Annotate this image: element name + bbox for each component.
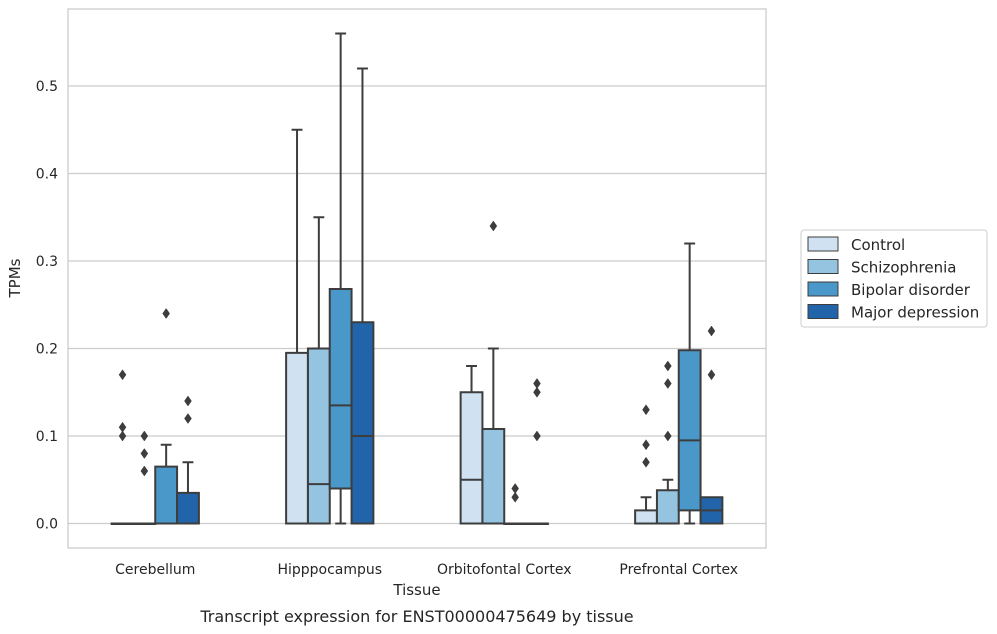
outlier-point	[140, 465, 149, 477]
legend: Control Schizophrenia Bipolar disorder Majo…	[800, 229, 988, 328]
legend-swatch	[807, 236, 839, 252]
y-axis-label: TPMs	[6, 258, 24, 298]
y-tick-label: 0.3	[36, 254, 58, 270]
x-axis-ticks: Cerebellum Hipppocampus Orbitofontal Corte…	[115, 562, 738, 578]
box	[154, 465, 179, 525]
box	[481, 428, 506, 525]
outlier-point	[118, 369, 127, 381]
x-tick-label: Hipppocampus	[277, 562, 382, 578]
box-group	[525, 378, 549, 525]
outlier-point	[533, 386, 541, 398]
outlier-point	[642, 439, 650, 451]
box	[459, 391, 484, 525]
box	[176, 491, 200, 525]
outlier-point	[664, 360, 672, 372]
outlier-point	[707, 325, 716, 337]
legend-swatch	[807, 259, 839, 274]
outlier-point	[664, 378, 672, 389]
outlier-point	[118, 421, 127, 433]
box-group	[328, 32, 353, 525]
outlier-point	[184, 413, 192, 424]
legend-label: Major depression	[851, 304, 979, 322]
box-group	[459, 365, 484, 525]
box-group	[350, 67, 375, 525]
outlier-point	[533, 378, 541, 389]
y-tick-label: 0.0	[36, 517, 58, 533]
box-group	[655, 360, 680, 525]
box	[350, 321, 375, 525]
plot-area-frame	[67, 8, 767, 549]
box-group	[306, 216, 331, 525]
box-group	[503, 483, 528, 525]
outlier-point	[162, 308, 170, 319]
outlier-point	[118, 430, 127, 442]
y-tick-label: 0.5	[36, 79, 58, 95]
legend-label: Control	[851, 236, 905, 254]
outlier-point	[489, 220, 498, 232]
legend-swatch	[807, 281, 839, 297]
box-group	[481, 220, 506, 525]
outlier-point	[511, 491, 519, 503]
legend-label: Bipolar disorder	[851, 281, 971, 299]
x-tick-label: Cerebellum	[115, 562, 195, 578]
box-group	[677, 242, 702, 525]
box	[306, 347, 331, 525]
box-group	[634, 404, 658, 525]
box-series	[110, 32, 724, 525]
box	[634, 509, 658, 525]
x-tick-label: Orbitofontal Cortex	[437, 562, 572, 578]
outlier-point	[140, 430, 149, 442]
y-tick-label: 0.2	[36, 342, 58, 358]
grid-lines	[68, 85, 766, 525]
box-group	[285, 128, 309, 525]
box	[677, 349, 702, 512]
legend-swatch	[807, 304, 839, 319]
legend-label: Schizophrenia	[851, 259, 956, 277]
y-tick-label: 0.1	[36, 429, 58, 445]
outlier-point	[664, 430, 672, 442]
box-group	[699, 325, 724, 525]
box-group	[154, 308, 179, 525]
box	[655, 489, 680, 525]
legend-frame	[800, 229, 988, 328]
outlier-point	[533, 430, 541, 442]
y-tick-label: 0.4	[36, 167, 58, 183]
box	[285, 351, 309, 525]
x-axis-label: Tissue	[392, 581, 440, 599]
outlier-point	[642, 456, 650, 468]
outlier-point	[184, 395, 192, 407]
outlier-point	[140, 448, 149, 459]
box	[328, 288, 353, 490]
box-group	[132, 430, 157, 525]
outlier-point	[707, 369, 716, 381]
y-axis-ticks: 0.0 0.1 0.2 0.3 0.4 0.5	[36, 79, 58, 533]
chart-caption: Transcript expression for ENST0000047564…	[199, 607, 633, 626]
box-group	[176, 395, 200, 525]
outlier-point	[642, 404, 650, 416]
box-group	[110, 369, 135, 525]
x-tick-label: Prefrontal Cortex	[619, 562, 738, 578]
outlier-point	[511, 483, 519, 494]
